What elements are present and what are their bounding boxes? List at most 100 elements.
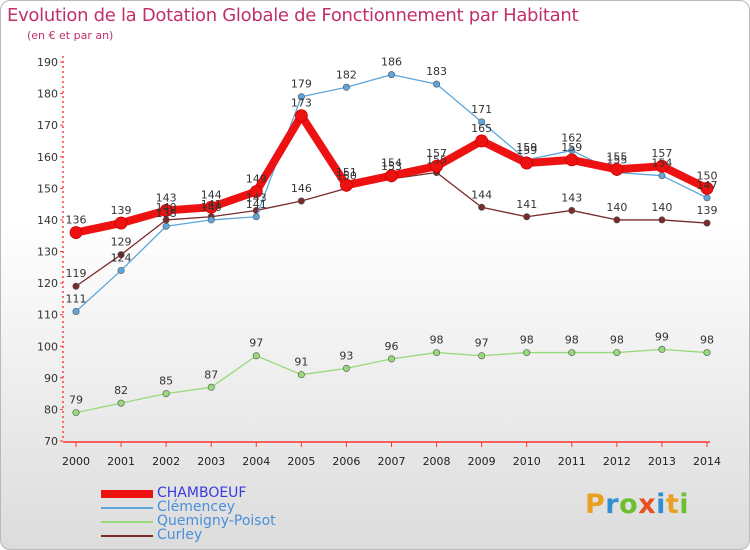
data-point: [385, 169, 398, 183]
x-tick-label: 2003: [197, 455, 225, 468]
data-label: 155: [606, 150, 627, 163]
data-label: 99: [655, 330, 669, 343]
data-label: 171: [471, 103, 492, 116]
x-tick-label: 2004: [242, 455, 270, 468]
data-point: [117, 266, 125, 274]
data-label: 141: [516, 198, 537, 211]
y-tick-label: 130: [37, 246, 58, 259]
data-point: [252, 352, 260, 360]
logo-letter: P: [585, 489, 606, 520]
data-label: 182: [336, 68, 357, 81]
data-label: 98: [565, 334, 579, 347]
data-point: [252, 213, 260, 221]
data-point: [249, 185, 263, 198]
data-point: [294, 109, 308, 123]
legend: CHAMBOEUF Clémencey Quemigny-Poisot Curley: [101, 485, 401, 543]
data-point: [72, 282, 80, 290]
data-point: [700, 181, 714, 195]
data-point: [117, 251, 125, 259]
data-point: [387, 71, 395, 79]
data-point: [72, 308, 80, 316]
data-point: [520, 156, 534, 170]
data-label: 155: [426, 154, 447, 167]
y-tick-label: 190: [37, 56, 58, 69]
data-label: 143: [246, 191, 267, 204]
data-label: 147: [697, 179, 718, 192]
data-point: [342, 83, 350, 91]
legend-swatch: [101, 521, 153, 523]
data-label: 146: [291, 182, 312, 195]
data-point: [568, 206, 576, 214]
data-label: 154: [651, 157, 672, 170]
x-tick-label: 2010: [513, 455, 541, 468]
data-label: 98: [700, 334, 714, 347]
data-label: 154: [381, 157, 402, 170]
data-label: 140: [651, 201, 672, 214]
data-point: [387, 355, 395, 363]
data-label: 87: [204, 368, 218, 381]
data-label: 157: [426, 147, 447, 160]
logo-letter: i: [656, 489, 666, 520]
legend-label: Clémencey: [157, 499, 235, 515]
data-point: [478, 118, 486, 126]
data-point: [703, 219, 711, 227]
data-point: [478, 352, 486, 360]
x-tick-label: 2014: [693, 455, 721, 468]
data-label: 179: [291, 78, 312, 91]
data-label: 138: [156, 207, 177, 220]
data-label: 97: [249, 337, 263, 350]
legend-swatch: [101, 507, 153, 509]
data-label: 144: [201, 188, 222, 201]
legend-label: CHAMBOEUF: [157, 485, 247, 501]
data-point: [204, 200, 218, 214]
data-label: 153: [381, 160, 402, 173]
data-point: [475, 134, 489, 148]
series-quemigny-poisot: [72, 345, 711, 417]
data-point: [207, 216, 215, 224]
y-tick-label: 120: [37, 277, 58, 290]
data-label: 119: [66, 267, 87, 280]
data-label: 186: [381, 56, 402, 69]
x-tick-label: 2011: [558, 455, 586, 468]
data-point: [297, 371, 305, 379]
data-point: [655, 159, 669, 173]
data-label: 143: [156, 191, 177, 204]
legend-label: Curley: [157, 527, 203, 543]
data-label: 183: [426, 65, 447, 78]
legend-item-curley: Curley: [101, 527, 401, 543]
data-point: [340, 178, 353, 192]
series-chamboeuf: [69, 109, 714, 239]
data-point: [297, 93, 305, 101]
chart-title: Evolution de la Dotation Globale de Fonc…: [7, 5, 579, 26]
data-point: [478, 203, 486, 211]
data-label: 150: [697, 169, 718, 182]
labels-quemigny-poisot: 79 82 85 87 97 91 93 96 98 97 98 98 98 99 98: [69, 330, 714, 406]
x-tick-label: 2005: [287, 455, 315, 468]
data-label: 141: [201, 198, 222, 211]
data-point: [703, 194, 711, 202]
data-label: 157: [651, 147, 672, 160]
data-label: 124: [111, 251, 132, 264]
data-label: 93: [339, 349, 353, 362]
series-curley: [72, 169, 711, 290]
data-point: [117, 399, 125, 407]
data-label: 136: [66, 214, 87, 227]
legend-label: Quemigny-Poisot: [157, 513, 276, 529]
data-point: [610, 162, 624, 176]
y-tick-label: 150: [37, 182, 58, 195]
chart-subtitle: (en € et par an): [27, 29, 114, 42]
data-label: 139: [697, 204, 718, 217]
legend-item-quemigny-poisot: Quemigny-Poisot: [101, 513, 401, 529]
data-label: 98: [610, 334, 624, 347]
data-point: [69, 226, 83, 239]
data-point: [565, 153, 579, 167]
legend-item-chamboeuf: CHAMBOEUF: [101, 485, 401, 501]
x-tick-label: 2013: [648, 455, 676, 468]
data-point: [658, 172, 666, 180]
data-label: 159: [561, 141, 582, 154]
data-label: 155: [606, 154, 627, 167]
y-tick-label: 170: [37, 119, 58, 132]
